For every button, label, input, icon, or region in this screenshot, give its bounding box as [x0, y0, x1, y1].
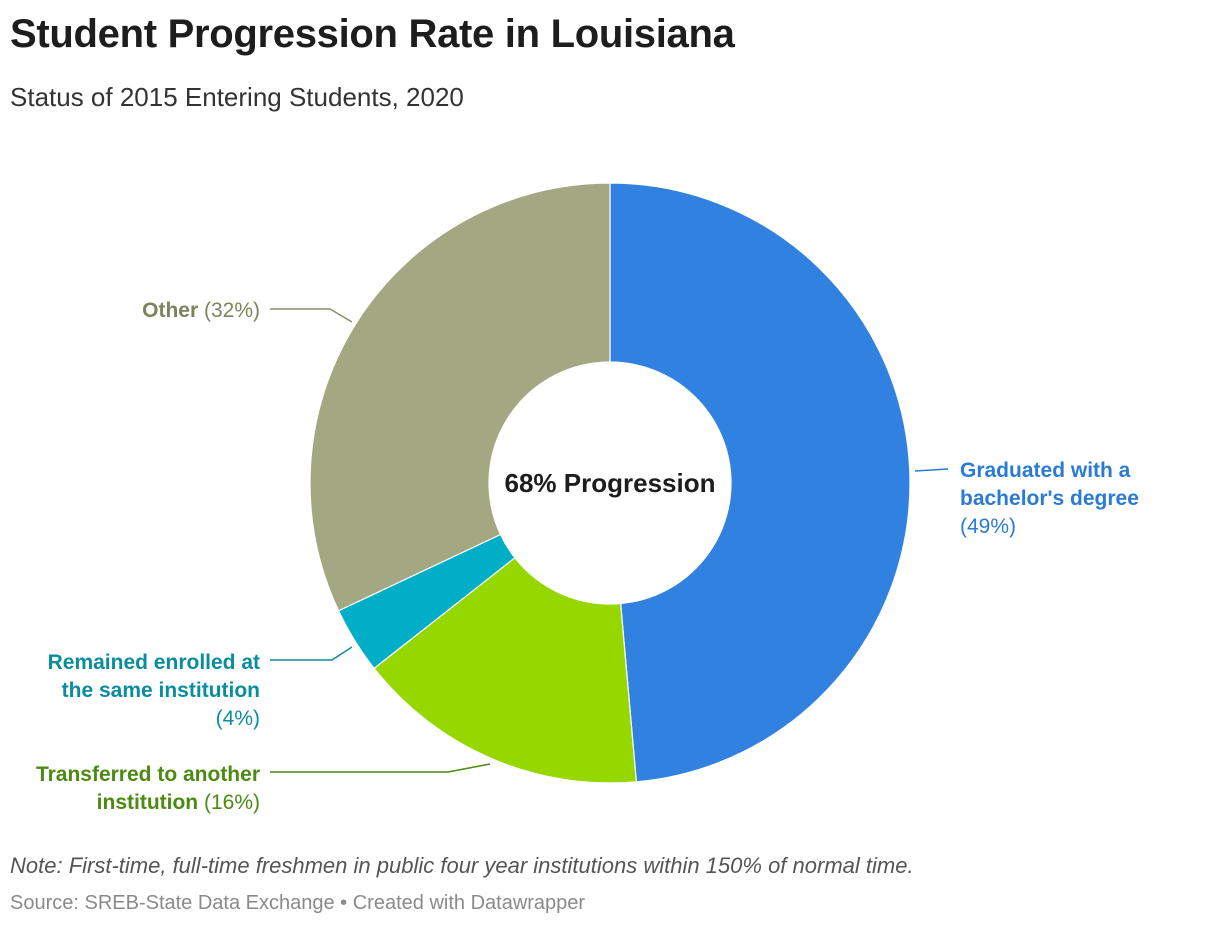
slice-percent: (32%)	[198, 299, 260, 322]
donut-slice-transferred	[373, 556, 638, 784]
slice-label-graduated: Graduated with a bachelor's degree (49%)	[960, 459, 1139, 538]
slice-percent: (49%)	[960, 515, 1016, 538]
leader-line-graduated	[914, 468, 949, 472]
slice-label-enrolled: Remained enrolled at the same institution…	[48, 651, 260, 730]
slice-label-transferred: Transferred to another institution (16%)	[36, 763, 260, 814]
donut-slice-graduated	[609, 182, 911, 783]
slice-label-line: bachelor's degree	[960, 487, 1139, 510]
slice-label-line: Graduated with a	[960, 459, 1131, 482]
donut-slice-other	[309, 182, 611, 612]
chart-note: Note: First-time, full-time freshmen in …	[10, 853, 914, 878]
slice-percent: (16%)	[198, 791, 260, 814]
slice-percent: (4%)	[216, 707, 260, 730]
slice-label-line: Other	[142, 299, 198, 322]
slice-label-line: institution	[97, 791, 198, 814]
slice-label-other: Other (32%)	[142, 299, 260, 322]
slice-label-line: Transferred to another	[36, 763, 260, 786]
chart-source: Source: SREB-State Data Exchange • Creat…	[10, 892, 586, 914]
leader-line-enrolled	[270, 646, 353, 661]
slice-label-line: the same institution	[62, 679, 260, 702]
slice-label-line: Remained enrolled at	[48, 651, 260, 674]
donut-center-label: 68% Progression	[505, 468, 716, 498]
leader-line-other	[270, 308, 353, 323]
chart-subtitle: Status of 2015 Entering Students, 2020	[10, 82, 464, 112]
chart-title: Student Progression Rate in Louisiana	[10, 12, 735, 56]
leader-line-transferred	[270, 763, 491, 773]
